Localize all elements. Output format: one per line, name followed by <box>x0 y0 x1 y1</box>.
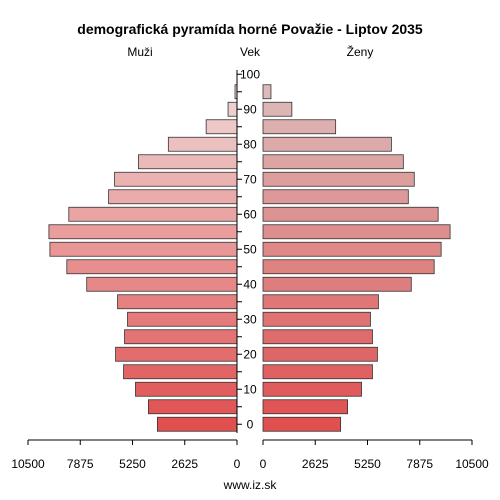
age-tick-label: 100 <box>240 67 260 81</box>
female-bars <box>262 84 451 432</box>
center-label-age: Vek <box>240 45 261 59</box>
male-bar-20-24 <box>115 346 238 362</box>
male-bar-60-64 <box>68 206 238 222</box>
chart-title: demografická pyramída horné Považie - Li… <box>77 21 423 37</box>
left-x-tick-label: 0 <box>234 457 241 471</box>
female-bar-5-9 <box>262 399 348 415</box>
age-tick-label: 60 <box>243 207 257 221</box>
age-tick-label: 80 <box>243 137 257 151</box>
male-bar-70-74 <box>114 171 238 187</box>
right-label-females: Ženy <box>347 44 374 59</box>
female-bar-45-49 <box>262 259 435 275</box>
female-bar-85-89 <box>262 119 337 135</box>
female-bar-0-4 <box>262 416 342 432</box>
male-bar-80-84 <box>167 136 238 152</box>
age-tick-label: 50 <box>243 242 257 256</box>
female-bar-55-59 <box>262 224 451 240</box>
female-bar-50-54 <box>262 241 442 257</box>
male-bar-45-49 <box>66 259 238 275</box>
right-x-tick-label: 0 <box>260 457 267 471</box>
female-bar-20-24 <box>262 346 378 362</box>
female-bar-15-19 <box>262 364 373 380</box>
female-bar-35-39 <box>262 294 379 310</box>
male-bar-25-29 <box>124 329 238 345</box>
male-bar-50-54 <box>49 241 238 257</box>
age-tick-label: 90 <box>243 102 257 116</box>
age-tick-label: 30 <box>243 312 257 326</box>
right-x-tick-label: 5250 <box>354 457 381 471</box>
left-x-tick-label: 7875 <box>67 457 94 471</box>
male-bar-0-4 <box>156 416 238 432</box>
male-bar-40-44 <box>86 276 238 292</box>
male-bars <box>48 84 238 432</box>
female-bar-90-94 <box>262 101 293 117</box>
female-bar-60-64 <box>262 206 439 222</box>
female-bar-70-74 <box>262 171 415 187</box>
right-x-tick-label: 10500 <box>455 457 489 471</box>
male-bar-55-59 <box>48 224 238 240</box>
female-bar-40-44 <box>262 276 412 292</box>
female-bar-10-14 <box>262 381 362 397</box>
left-x-tick-label: 5250 <box>119 457 146 471</box>
age-tick-label: 70 <box>243 172 257 186</box>
female-bar-95-99 <box>262 84 272 100</box>
age-tick-label: 40 <box>243 277 257 291</box>
male-bar-85-89 <box>205 119 238 135</box>
female-bar-65-69 <box>262 189 409 205</box>
female-bar-80-84 <box>262 136 392 152</box>
right-x-tick-label: 2625 <box>302 457 329 471</box>
age-tick-label: 0 <box>247 417 254 431</box>
right-x-tick-label: 7875 <box>406 457 433 471</box>
female-bar-25-29 <box>262 329 373 345</box>
male-bar-35-39 <box>117 294 238 310</box>
female-bar-30-34 <box>262 311 371 327</box>
male-bar-90-94 <box>227 101 238 117</box>
male-bar-10-14 <box>135 381 238 397</box>
footer-source: www.iz.sk <box>223 478 278 492</box>
left-x-tick-label: 2625 <box>171 457 198 471</box>
male-bar-75-79 <box>138 154 238 170</box>
male-bar-30-34 <box>127 311 238 327</box>
age-tick-label: 10 <box>243 382 257 396</box>
age-tick-label: 20 <box>243 347 257 361</box>
axes: 0 10 20 30 40 50 60 70 80 90 100 10500 7875 5250 2625 0… <box>11 67 489 471</box>
male-bar-5-9 <box>148 399 238 415</box>
female-bar-75-79 <box>262 154 404 170</box>
left-x-tick-label: 10500 <box>11 457 45 471</box>
male-bar-65-69 <box>108 189 238 205</box>
male-bar-15-19 <box>123 364 238 380</box>
left-label-males: Muži <box>127 45 152 59</box>
